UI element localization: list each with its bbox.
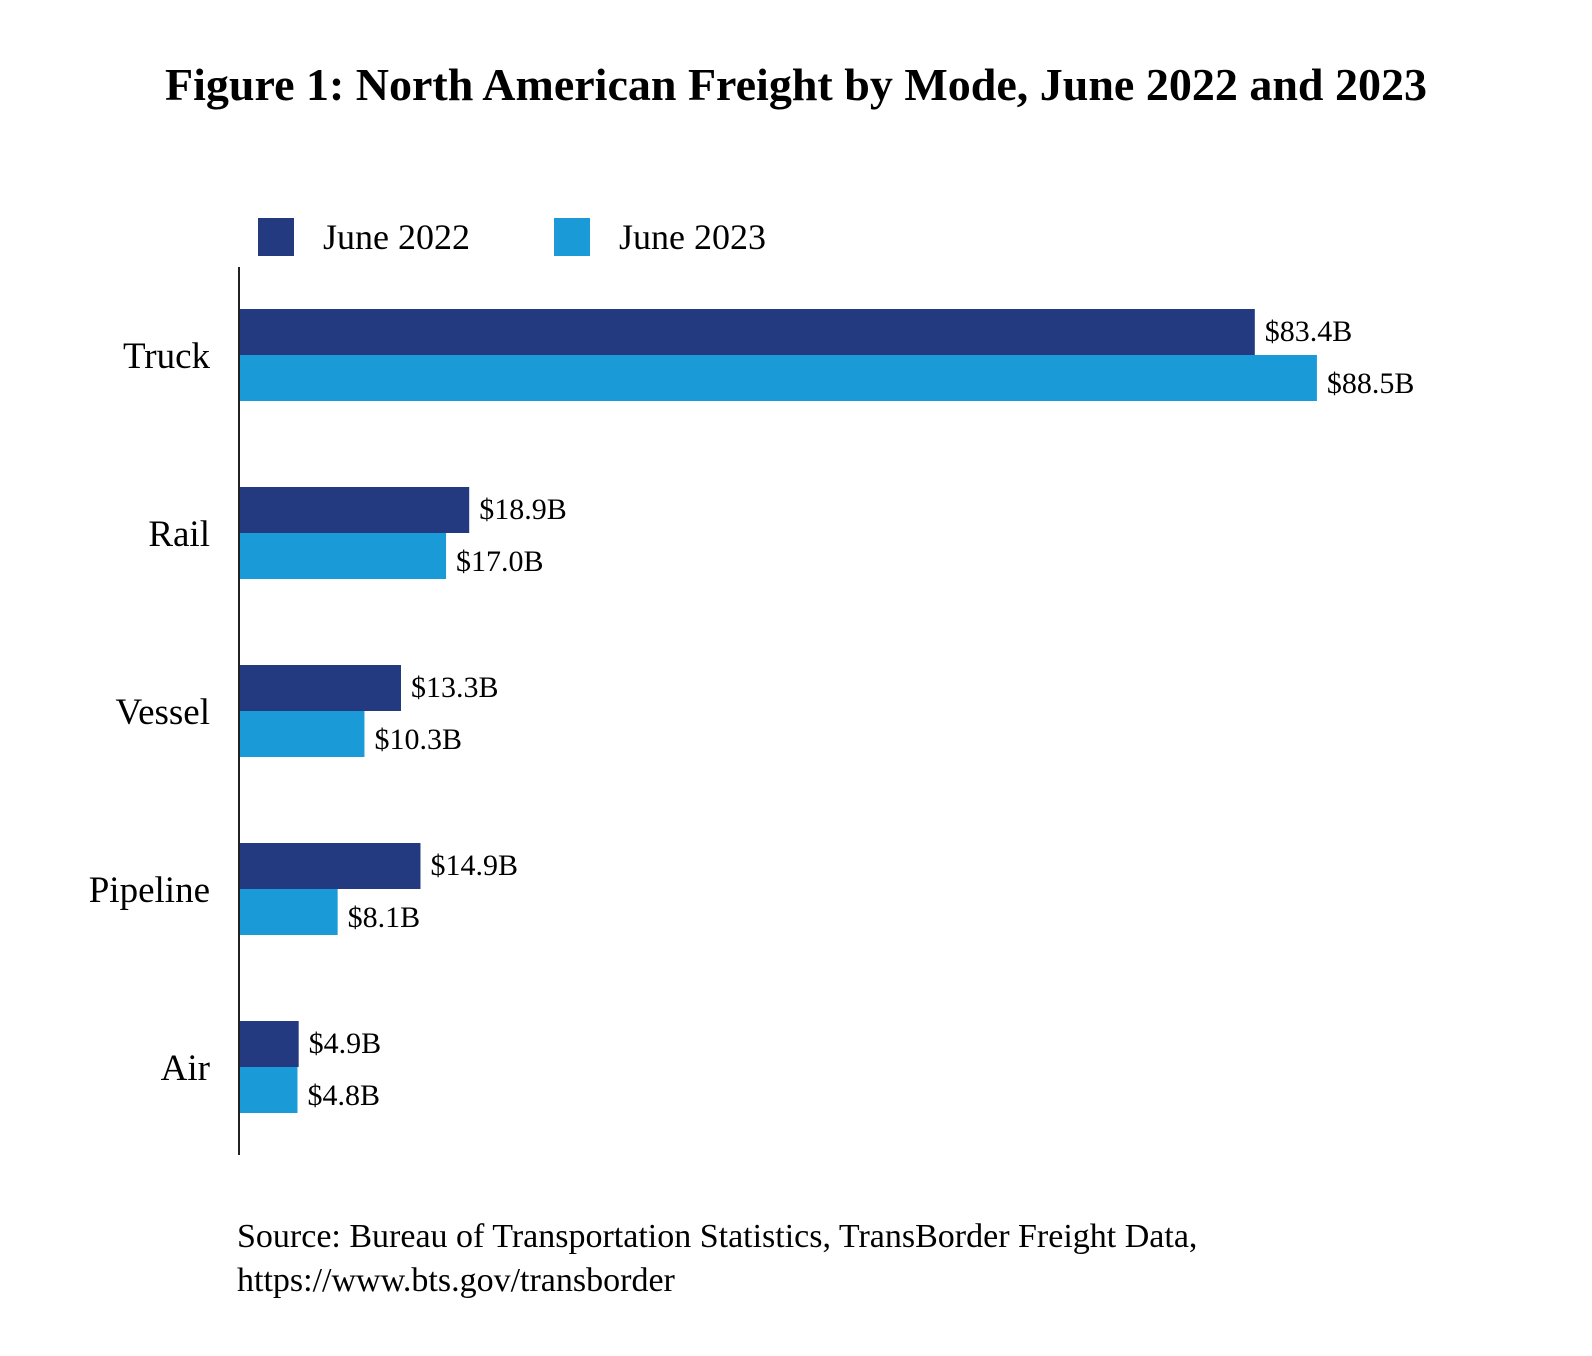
data-label: $10.3B [374, 723, 462, 756]
legend-swatch-1 [258, 218, 294, 256]
category-label: Rail [148, 514, 210, 555]
legend-swatch-2 [554, 218, 590, 256]
data-label: $83.4B [1265, 315, 1353, 348]
bar [239, 1021, 299, 1067]
chart-title: Figure 1: North American Freight by Mode… [165, 59, 1427, 110]
data-label: $8.1B [348, 901, 421, 934]
data-label: $4.8B [307, 1079, 380, 1112]
legend-label-1: June 2022 [323, 217, 470, 257]
data-label: $18.9B [479, 493, 567, 526]
bar [239, 487, 470, 533]
category-label: Vessel [115, 692, 210, 733]
data-label: $13.3B [411, 671, 499, 704]
source-line-2: https://www.bts.gov/transborder [237, 1262, 675, 1299]
data-label: $4.9B [309, 1027, 382, 1060]
bar [239, 889, 338, 935]
bar [239, 711, 365, 757]
legend-label-2: June 2023 [619, 217, 766, 257]
bar [239, 665, 401, 711]
source-line-1: Source: Bureau of Transportation Statist… [237, 1218, 1198, 1255]
bar [239, 309, 1255, 355]
category-label: Truck [123, 336, 211, 377]
category-label: Air [161, 1048, 210, 1089]
data-label: $88.5B [1327, 367, 1415, 400]
data-label: $14.9B [430, 849, 518, 882]
bar [239, 355, 1317, 401]
bar [239, 533, 447, 579]
bar [239, 1067, 298, 1113]
bar [239, 843, 421, 889]
data-label: $17.0B [456, 545, 544, 578]
category-label: Pipeline [89, 870, 210, 911]
